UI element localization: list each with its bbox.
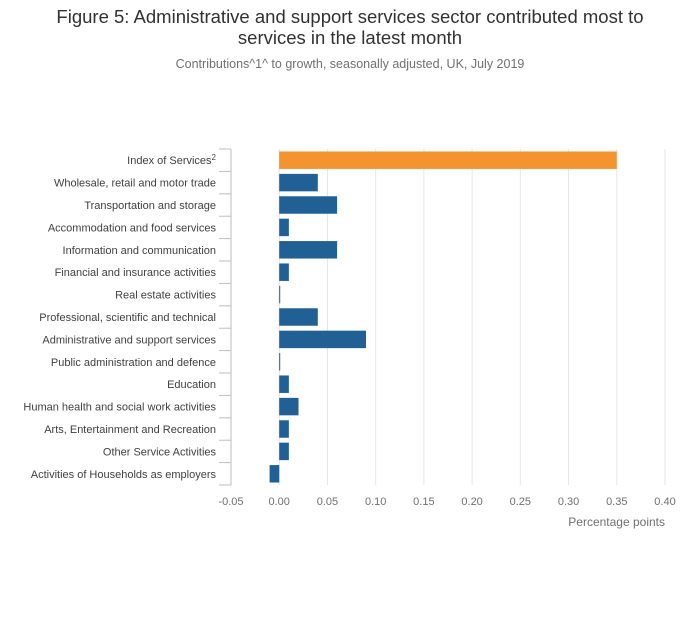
category-label: Financial and insurance activities xyxy=(55,267,217,279)
x-tick-label: 0.05 xyxy=(317,496,338,508)
chart-subtitle: Contributions^1^ to growth, seasonally a… xyxy=(175,57,525,71)
chart-title-line2: services in the latest month xyxy=(237,27,463,48)
category-superscript: 2 xyxy=(212,153,217,162)
category-label: Information and communication xyxy=(63,245,216,257)
bar xyxy=(279,218,289,237)
x-axis: -0.05 0.00 0.05 0.10 0.15 0.20 0.25 0.30 0.35 0.4… xyxy=(218,496,675,508)
bar xyxy=(279,353,281,371)
bar xyxy=(279,173,318,192)
x-tick-label: 0.35 xyxy=(606,496,627,508)
category-label: Real estate activities xyxy=(115,290,216,302)
bar xyxy=(279,420,289,438)
bar xyxy=(269,465,280,483)
bar xyxy=(279,330,367,349)
chart-title-line1: Figure 5: Administrative and support ser… xyxy=(56,6,644,27)
bar xyxy=(279,308,318,326)
category-label: Human health and social work activities xyxy=(23,402,216,414)
bars xyxy=(269,151,617,483)
bar xyxy=(279,196,338,214)
x-tick-label: -0.05 xyxy=(218,496,243,508)
x-tick-label: 0.25 xyxy=(510,496,531,508)
bar xyxy=(279,397,299,416)
category-label: Index of Services2 xyxy=(127,153,216,167)
category-label: Arts, Entertainment and Recreation xyxy=(44,424,216,436)
category-label: Education xyxy=(167,379,216,391)
category-label: Professional, scientific and technical xyxy=(39,312,216,324)
x-tick-label: 0.15 xyxy=(413,496,434,508)
category-label: Transportation and storage xyxy=(84,200,216,212)
category-label: Accommodation and food services xyxy=(48,222,217,234)
x-tick-label: 0.10 xyxy=(365,496,386,508)
category-label: Wholesale, retail and motor trade xyxy=(54,178,216,190)
x-tick-label: 0.30 xyxy=(558,496,579,508)
category-label: Administrative and support services xyxy=(42,334,216,346)
bar xyxy=(279,151,617,169)
x-tick-label: 0.20 xyxy=(461,496,482,508)
y-axis: Index of Services2 Wholesale, retail and … xyxy=(23,148,232,486)
category-label: Other Service Activities xyxy=(103,446,217,458)
x-axis-label: Percentage points xyxy=(568,515,665,529)
bar xyxy=(279,241,338,259)
chart-title: Figure 5: Administrative and support ser… xyxy=(0,6,700,48)
category-label: Public administration and defence xyxy=(51,357,216,369)
x-tick-label: 0.40 xyxy=(654,496,675,508)
bar xyxy=(279,375,289,393)
bar xyxy=(279,285,281,304)
category-label: Activities of Households as employers xyxy=(31,469,217,481)
bar xyxy=(279,263,289,281)
x-tick-label: 0.00 xyxy=(269,496,290,508)
bar xyxy=(279,442,289,461)
